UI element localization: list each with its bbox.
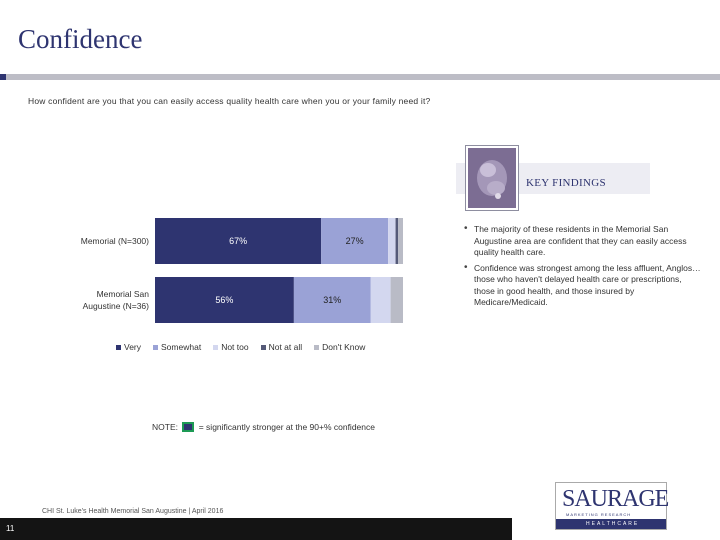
survey-question: How confident are you that you can easil… bbox=[28, 96, 431, 106]
legend-item: Very bbox=[116, 342, 141, 352]
note-prefix: NOTE: bbox=[152, 422, 178, 432]
bar-segment bbox=[390, 277, 403, 323]
bar-segment bbox=[388, 218, 396, 264]
data-label: 31% bbox=[323, 295, 341, 305]
data-label: 56% bbox=[215, 295, 233, 305]
data-label: 67% bbox=[229, 236, 247, 246]
bar-segment bbox=[398, 218, 403, 264]
footer-bar bbox=[0, 518, 512, 540]
chart-legend: Very Somewhat Not too Not at all Don't Know bbox=[116, 342, 377, 352]
legend-item: Not at all bbox=[260, 342, 303, 352]
company-logo: SAURAGE MARKETING RESEARCH HEALTHCARE bbox=[555, 482, 669, 530]
key-findings-label: KEY FINDINGS bbox=[526, 177, 606, 189]
baby-photo bbox=[466, 146, 518, 210]
logo-sub: MARKETING RESEARCH bbox=[566, 512, 632, 517]
legend-swatch bbox=[116, 344, 121, 350]
bar-segment bbox=[293, 277, 371, 323]
bar-segment bbox=[395, 218, 399, 264]
legend-label: Not at all bbox=[268, 342, 303, 352]
footer-text: CHI St. Luke's Health Memorial San Augus… bbox=[42, 508, 224, 515]
legend-swatch bbox=[260, 344, 266, 350]
legend-label: Don't Know bbox=[322, 342, 366, 352]
logo-band bbox=[556, 519, 666, 529]
significance-marker-icon bbox=[182, 422, 195, 432]
legend-label: Somewhat bbox=[161, 342, 202, 352]
category-label: Memorial San Augustine (N=36) bbox=[83, 289, 150, 311]
legend-swatch bbox=[213, 344, 219, 350]
logo-band-text: HEALTHCARE bbox=[586, 521, 640, 527]
page-number: 11 bbox=[6, 524, 15, 533]
key-finding-item: Confidence was strongest among the less … bbox=[462, 262, 702, 309]
legend-label: Not too bbox=[221, 342, 249, 352]
significance-note: NOTE: = significantly stronger at the 90… bbox=[152, 422, 375, 433]
page-title: Confidence bbox=[18, 24, 143, 54]
bar-segment bbox=[370, 277, 391, 323]
legend-item: Don't Know bbox=[314, 342, 365, 352]
note-text: = significantly stronger at the 90+% con… bbox=[198, 422, 375, 432]
bar-segment bbox=[155, 218, 322, 264]
legend-swatch bbox=[314, 344, 320, 350]
bar-segment bbox=[155, 277, 294, 323]
bar-segment bbox=[321, 218, 389, 264]
legend-item: Not too bbox=[213, 342, 249, 352]
title-divider-accent bbox=[0, 74, 6, 80]
title-divider bbox=[0, 74, 720, 80]
legend-swatch bbox=[153, 344, 159, 350]
legend-item: Somewhat bbox=[153, 342, 201, 352]
key-findings-list: The majority of these residents in the M… bbox=[462, 223, 702, 313]
data-label: 27% bbox=[346, 236, 364, 246]
stacked-bar-chart: Memorial (N=300) 67% 27% Memorial San August… bbox=[81, 218, 403, 323]
category-label: Memorial (N=300) bbox=[81, 236, 149, 246]
key-finding-item: The majority of these residents in the M… bbox=[462, 223, 702, 259]
legend-label: Very bbox=[124, 342, 142, 352]
logo-name: SAURAGE bbox=[562, 486, 669, 512]
